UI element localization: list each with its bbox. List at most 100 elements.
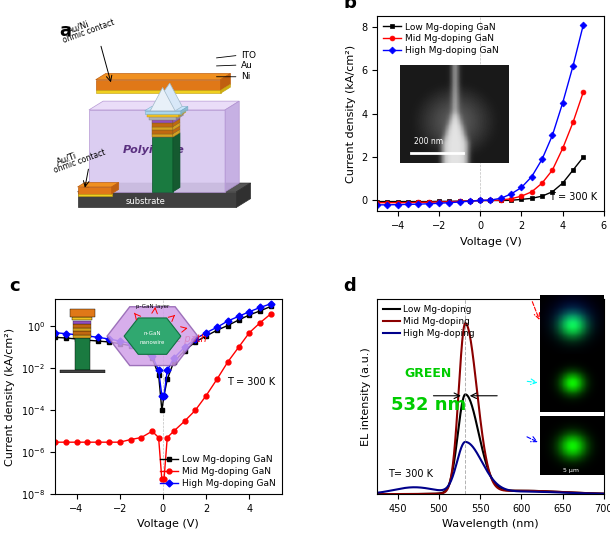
Mid Mg-doping GaN: [138, 434, 145, 441]
Polygon shape: [152, 127, 173, 130]
Low Mg-doping GaN: [384, 198, 391, 205]
High Mg-doping GaN: [51, 330, 59, 336]
Low Mg-doping GaN: [580, 154, 587, 160]
Mid Mg-doping: [554, 489, 562, 495]
Polygon shape: [147, 115, 179, 117]
High Mg-doping GaN: [155, 367, 162, 374]
Mid Mg-doping GaN: [181, 418, 188, 425]
High Mg-doping: [600, 490, 608, 497]
High Mg-doping GaN: [84, 333, 91, 339]
Mid Mg-doping GaN: [73, 439, 80, 445]
Mid Mg-doping GaN: [404, 199, 412, 206]
Mid Mg-doping GaN: [256, 319, 264, 326]
Polygon shape: [150, 87, 175, 111]
Low Mg-doping GaN: [569, 167, 576, 173]
Text: b: b: [343, 0, 356, 12]
High Mg-doping GaN: [518, 184, 525, 191]
Low Mg-doping GaN: [559, 180, 566, 186]
Text: T = 300 K: T = 300 K: [549, 192, 597, 201]
Mid Mg-doping GaN: [487, 197, 494, 204]
Low Mg-doping GaN: [436, 198, 443, 205]
Polygon shape: [150, 83, 182, 111]
Mid Mg-doping: [462, 320, 469, 326]
High Mg-doping GaN: [203, 330, 210, 336]
Text: d: d: [343, 277, 356, 295]
Mid Mg-doping GaN: [373, 199, 381, 206]
Polygon shape: [77, 183, 251, 192]
Low Mg-doping GaN: [73, 336, 80, 342]
Mid Mg-doping GaN: [95, 439, 102, 445]
Polygon shape: [112, 182, 119, 194]
Line: High Mg-doping GaN: High Mg-doping GaN: [52, 301, 273, 398]
Text: Au/Ti: Au/Ti: [55, 151, 78, 167]
High Mg-doping GaN: [445, 199, 453, 206]
Mid Mg-doping: [396, 491, 404, 497]
High Mg-doping GaN: [497, 195, 504, 201]
Line: Mid Mg-doping GaN: Mid Mg-doping GaN: [375, 90, 586, 205]
Text: ohmic contact: ohmic contact: [62, 17, 116, 45]
Low Mg-doping GaN: [425, 198, 432, 205]
Polygon shape: [225, 101, 239, 192]
Polygon shape: [173, 133, 180, 192]
Mid Mg-doping GaN: [224, 359, 231, 365]
High Mg-doping GaN: [163, 367, 171, 374]
Text: Au: Au: [241, 61, 253, 70]
Polygon shape: [77, 192, 237, 207]
Line: Low Mg-doping: Low Mg-doping: [377, 394, 604, 494]
Line: High Mg-doping GaN: High Mg-doping GaN: [375, 22, 586, 207]
X-axis label: Voltage (V): Voltage (V): [137, 520, 199, 529]
High Mg-doping GaN: [138, 344, 145, 351]
Low Mg-doping: [473, 424, 481, 430]
Low Mg-doping GaN: [160, 393, 168, 399]
High Mg-doping GaN: [528, 173, 536, 180]
High Mg-doping GaN: [246, 308, 253, 315]
Low Mg-doping GaN: [415, 198, 422, 205]
Low Mg-doping: [373, 491, 381, 497]
Polygon shape: [173, 115, 180, 123]
High Mg-doping GaN: [148, 352, 156, 359]
Legend: Low Mg-doping GaN, Mid Mg-doping GaN, High Mg-doping GaN: Low Mg-doping GaN, Mid Mg-doping GaN, Hi…: [158, 453, 278, 490]
Mid Mg-doping GaN: [127, 437, 134, 443]
Text: ohmic contact: ohmic contact: [52, 148, 107, 175]
High Mg-doping: [396, 485, 404, 492]
High Mg-doping GaN: [466, 198, 473, 204]
Polygon shape: [77, 194, 112, 196]
Low Mg-doping GaN: [267, 303, 274, 310]
High Mg-doping GaN: [256, 304, 264, 311]
High Mg-doping GaN: [384, 201, 391, 208]
Mid Mg-doping GaN: [235, 344, 242, 351]
Mid Mg-doping GaN: [508, 195, 515, 202]
Text: Au/Ni: Au/Ni: [66, 20, 91, 36]
Mid Mg-doping GaN: [62, 439, 70, 445]
Polygon shape: [173, 126, 180, 134]
Mid Mg-doping GaN: [518, 193, 525, 199]
High Mg-doping: [462, 439, 469, 445]
Low Mg-doping GaN: [192, 339, 199, 345]
Text: T= 300 K: T= 300 K: [389, 469, 433, 478]
Low Mg-doping GaN: [256, 307, 264, 314]
Mid Mg-doping GaN: [436, 199, 443, 205]
High Mg-doping GaN: [181, 344, 188, 351]
Low Mg-doping GaN: [404, 198, 412, 205]
Polygon shape: [152, 123, 173, 127]
High Mg-doping: [473, 450, 481, 457]
Low Mg-doping GaN: [466, 198, 473, 204]
Line: High Mg-doping: High Mg-doping: [377, 442, 604, 494]
Polygon shape: [96, 73, 231, 80]
Polygon shape: [89, 110, 225, 192]
Polygon shape: [149, 117, 176, 119]
Low Mg-doping GaN: [518, 196, 525, 203]
High Mg-doping: [373, 490, 381, 496]
Polygon shape: [89, 101, 239, 110]
High Mg-doping GaN: [224, 318, 231, 324]
Low Mg-doping GaN: [394, 198, 401, 205]
Low Mg-doping GaN: [235, 317, 242, 323]
High Mg-doping GaN: [62, 330, 70, 337]
Low Mg-doping GaN: [116, 340, 123, 347]
High Mg-doping GaN: [456, 199, 463, 205]
Low Mg-doping: [529, 488, 537, 494]
Low Mg-doping GaN: [95, 338, 102, 344]
Polygon shape: [237, 183, 251, 207]
Mid Mg-doping: [550, 488, 558, 495]
High Mg-doping: [554, 489, 562, 496]
